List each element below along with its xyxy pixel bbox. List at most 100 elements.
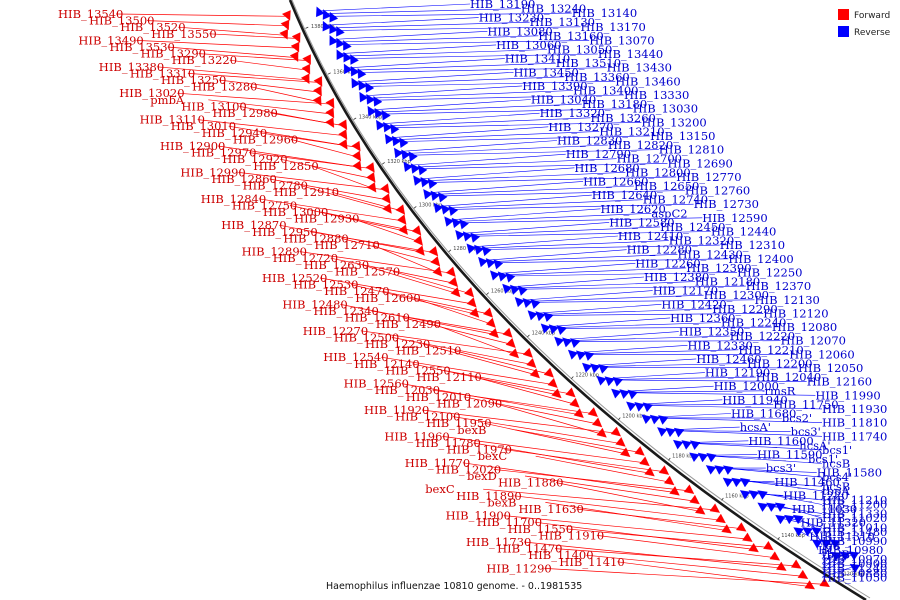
reverse-gene-label[interactable]: rmsR	[765, 384, 796, 398]
forward-gene-arrow[interactable]	[735, 522, 747, 532]
reverse-gene-arrow[interactable]	[444, 216, 454, 227]
forward-gene-arrow[interactable]	[709, 503, 721, 513]
reverse-gene-arrow[interactable]	[367, 105, 377, 117]
reverse-gene-arrow[interactable]	[381, 109, 391, 121]
forward-gene-arrow[interactable]	[466, 297, 477, 308]
reverse-gene-label[interactable]: HIB_13210	[599, 124, 664, 138]
reverse-gene-label[interactable]: HIB_13170	[581, 20, 646, 34]
reverse-gene-arrow[interactable]	[366, 93, 376, 105]
forward-gene-arrow[interactable]	[312, 95, 322, 107]
reverse-gene-arrow[interactable]	[481, 245, 492, 257]
reverse-gene-label[interactable]: HIB_13150	[650, 129, 715, 143]
reverse-gene-label[interactable]: HIB_13430	[607, 61, 672, 75]
forward-gene-label[interactable]: HIB_11960	[384, 429, 449, 443]
forward-gene-label[interactable]: HIB_13530	[110, 40, 175, 54]
reverse-gene-label[interactable]: bcs4'	[822, 470, 852, 484]
reverse-gene-label[interactable]: HIB_11310	[809, 529, 874, 543]
forward-gene-label[interactable]: HIB_12510	[396, 344, 461, 358]
reverse-gene-label[interactable]: HIB_12170	[653, 284, 718, 298]
reverse-gene-label[interactable]: HIB_12320	[669, 234, 734, 248]
forward-gene-label[interactable]: HIB_13500	[89, 14, 154, 28]
forward-gene-arrow[interactable]	[338, 119, 348, 131]
reverse-gene-arrow[interactable]	[322, 9, 332, 20]
forward-gene-arrow[interactable]	[365, 162, 375, 173]
reverse-gene-label[interactable]: HIB_13330	[624, 88, 689, 102]
reverse-gene-label[interactable]: HIB_12790	[566, 147, 631, 161]
reverse-gene-label[interactable]: HIB_12300	[704, 288, 769, 302]
forward-gene-label[interactable]: HIB_12750	[232, 198, 297, 212]
reverse-gene-arrow[interactable]	[420, 176, 430, 188]
reverse-gene-arrow[interactable]	[658, 415, 669, 425]
reverse-gene-arrow[interactable]	[358, 79, 368, 91]
forward-gene-label[interactable]: HIB_12610	[345, 311, 410, 325]
forward-gene-label[interactable]: HIB_11290	[486, 561, 551, 575]
reverse-gene-arrow[interactable]	[455, 229, 465, 241]
forward-gene-arrow[interactable]	[301, 63, 311, 75]
forward-gene-label[interactable]: HIB_13100	[181, 99, 246, 113]
reverse-gene-label[interactable]: HIB_12310	[720, 238, 785, 252]
reverse-gene-arrow[interactable]	[665, 427, 676, 438]
forward-gene-label[interactable]: HIB_12490	[376, 317, 441, 331]
forward-gene-arrow[interactable]	[450, 287, 461, 298]
forward-gene-arrow[interactable]	[819, 577, 830, 588]
forward-gene-arrow[interactable]	[291, 32, 301, 43]
forward-gene-arrow[interactable]	[573, 408, 584, 418]
forward-gene-label[interactable]: HIB_12500	[334, 330, 399, 344]
reverse-gene-label[interactable]: HIB_12210	[738, 343, 803, 357]
forward-gene-arrow[interactable]	[669, 486, 680, 496]
forward-gene-arrow[interactable]	[325, 107, 335, 119]
reverse-gene-label[interactable]: HIB_12330	[688, 338, 753, 352]
forward-gene-arrow[interactable]	[663, 475, 675, 486]
reverse-gene-arrow[interactable]	[336, 49, 346, 60]
forward-gene-label[interactable]: HIB_12970	[191, 146, 256, 160]
reverse-gene-label[interactable]: HIB_12410	[618, 229, 683, 243]
reverse-gene-arrow[interactable]	[322, 20, 332, 32]
reverse-gene-arrow[interactable]	[582, 362, 593, 373]
reverse-gene-label[interactable]: HIB_11750	[773, 397, 838, 411]
reverse-gene-arrow[interactable]	[423, 189, 433, 200]
reverse-gene-label[interactable]: HIB_11210	[822, 493, 887, 507]
reverse-gene-label[interactable]: HIB_12700	[617, 152, 682, 166]
reverse-gene-label[interactable]: HIB_12220	[730, 329, 795, 343]
forward-gene-label[interactable]: HIB_13520	[120, 20, 185, 34]
forward-gene-label[interactable]: HIB_12540	[323, 350, 388, 364]
forward-gene-label[interactable]: HIB_11770	[405, 456, 470, 470]
reverse-gene-label[interactable]: HIB_12740	[643, 193, 708, 207]
reverse-gene-arrow[interactable]	[418, 164, 428, 176]
reverse-gene-label[interactable]: HIB_13360	[564, 70, 629, 84]
reverse-gene-arrow[interactable]	[774, 502, 786, 512]
reverse-gene-label[interactable]: HIB_12260	[635, 256, 700, 270]
reverse-gene-label[interactable]: HIB_11810	[822, 416, 887, 430]
forward-gene-label[interactable]: HIB_12110	[417, 370, 482, 384]
reverse-gene-label[interactable]: HIB_11580	[817, 466, 882, 480]
forward-gene-arrow[interactable]	[351, 150, 362, 162]
reverse-gene-label[interactable]: HIB_11740	[822, 429, 887, 443]
reverse-gene-arrow[interactable]	[627, 389, 638, 400]
reverse-gene-label[interactable]: HIB_11940	[722, 393, 787, 407]
reverse-gene-label[interactable]: HIB_13180	[582, 97, 647, 111]
reverse-gene-label[interactable]: HIB_11010	[822, 520, 887, 534]
reverse-gene-arrow[interactable]	[462, 231, 473, 242]
forward-gene-label[interactable]: HIB_12230	[365, 337, 430, 351]
forward-gene-label[interactable]: HIB_12980	[213, 106, 278, 120]
forward-gene-label[interactable]: HIB_12100	[395, 410, 460, 424]
forward-gene-arrow[interactable]	[634, 446, 645, 456]
forward-gene-label[interactable]: HIB_12090	[437, 396, 502, 410]
forward-gene-arrow[interactable]	[683, 484, 695, 494]
reverse-gene-arrow[interactable]	[390, 123, 400, 135]
reverse-gene-arrow[interactable]	[474, 244, 484, 255]
forward-gene-label[interactable]: HIB_12990	[180, 165, 245, 179]
reverse-gene-label[interactable]: bcs1'	[808, 452, 838, 466]
forward-gene-label[interactable]: HIB_11730	[466, 535, 531, 549]
forward-gene-arrow[interactable]	[482, 307, 493, 318]
reverse-gene-label[interactable]: HIB_11990	[815, 388, 880, 402]
forward-gene-label[interactable]: HIB_11410	[559, 555, 624, 569]
forward-gene-arrow[interactable]	[596, 427, 607, 438]
reverse-gene-label[interactable]: HIB_12640	[592, 188, 657, 202]
forward-gene-label[interactable]: bexC	[425, 482, 455, 496]
forward-gene-arrow[interactable]	[505, 337, 516, 349]
reverse-gene-label[interactable]: HIB_13200	[641, 115, 706, 129]
reverse-gene-label[interactable]: hcsA'	[799, 438, 830, 452]
forward-gene-arrow[interactable]	[289, 51, 299, 62]
reverse-gene-label[interactable]: HIB_11030	[792, 502, 857, 516]
